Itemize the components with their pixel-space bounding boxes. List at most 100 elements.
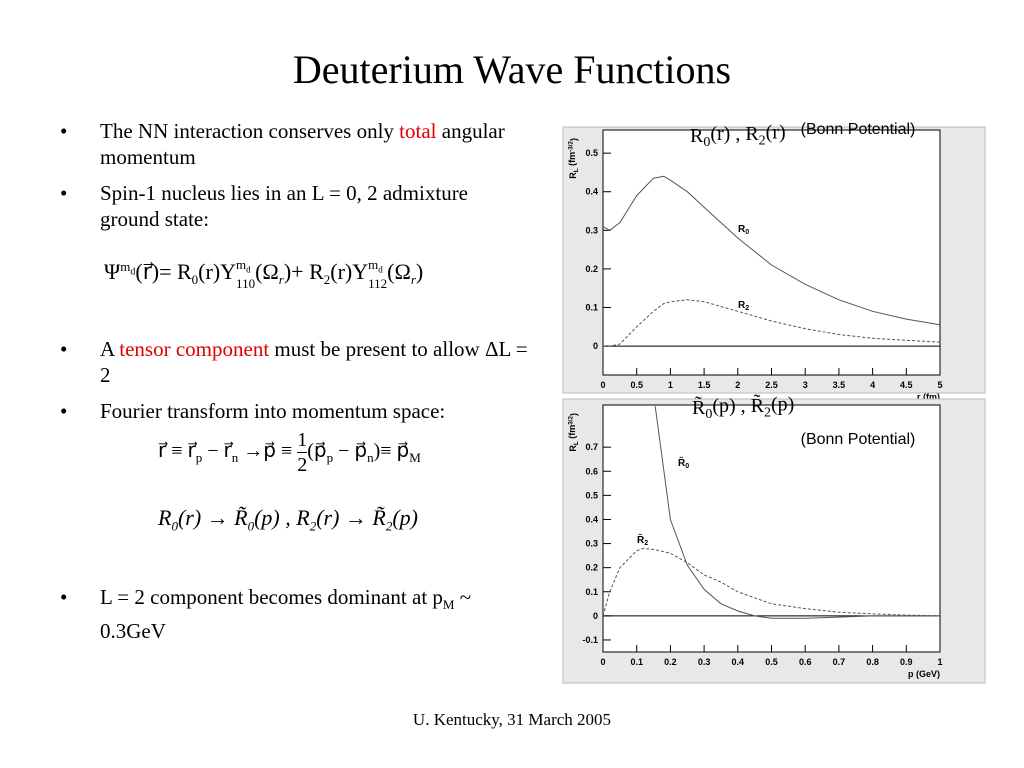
text-part: 0: [745, 229, 749, 236]
t: Y: [220, 258, 237, 284]
t: R: [158, 505, 172, 530]
series-line: [603, 547, 940, 617]
t: (p): [392, 505, 419, 530]
x-tick-label: 3: [803, 380, 808, 390]
text-part: R̃: [637, 533, 645, 546]
t: Ψ: [104, 258, 121, 284]
t: m: [236, 257, 247, 272]
t: M: [409, 450, 421, 466]
plot-area: [602, 404, 941, 653]
y-axis-label: RL (fm-3/2): [567, 138, 580, 179]
y-tick-label: 0: [593, 341, 598, 351]
text: A: [100, 337, 120, 361]
t: ): [344, 258, 353, 284]
text-part: L: [573, 168, 580, 172]
chart-title: R0(r) , R2(r): [690, 121, 786, 150]
x-tick-label: 1: [668, 380, 673, 390]
plot-area: [602, 129, 941, 376]
text-part: 0: [705, 407, 712, 422]
t: (p) , R: [254, 505, 310, 530]
text-part: R: [690, 125, 704, 147]
text-part: ): [568, 413, 578, 416]
y-tick-label: 0.3: [585, 225, 598, 235]
text-part: (r) , R: [710, 123, 759, 145]
y-tick-label: 0.1: [585, 302, 598, 312]
x-tick-label: 1: [937, 657, 942, 667]
y-tick-label: 0.7: [585, 442, 598, 452]
slide-title: Deuterium Wave Functions: [292, 47, 732, 92]
text-part: R̃: [692, 395, 706, 419]
t: Ω: [262, 258, 279, 284]
y-tick-label: 0.5: [585, 148, 598, 158]
t: r⃗ ≡ r⃗: [158, 440, 196, 463]
text-part: 3/2: [568, 416, 575, 425]
x-axis-label: r (fm): [917, 392, 940, 402]
t: (r) → R̃: [316, 505, 386, 530]
y-tick-label: 0.2: [585, 563, 598, 573]
x-tick-label: 0.2: [664, 657, 677, 667]
t: d: [378, 264, 383, 275]
text-part: (fm: [567, 152, 577, 169]
x-tick-label: 2.5: [765, 380, 778, 390]
equation: r⃗ ≡ r⃗p − r⃗n →p⃗ ≡ 1 2 (p⃗p − p⃗n)≡ p⃗M: [158, 428, 421, 477]
t: →p⃗ ≡: [238, 440, 298, 463]
y-tick-label: -0.1: [582, 635, 598, 645]
t: R: [176, 258, 192, 284]
text-part: -3/2: [568, 141, 575, 152]
t: r: [205, 258, 213, 284]
t: (p⃗: [307, 440, 327, 463]
text-part: 0: [685, 463, 689, 470]
text: must be present to allow ΔL = 2: [100, 337, 528, 387]
y-tick-label: 0.2: [585, 264, 598, 274]
t: +: [291, 258, 304, 284]
text-part: (p): [771, 393, 794, 415]
series-label: R0: [738, 224, 749, 236]
t: 2: [309, 518, 317, 534]
x-tick-label: 2: [735, 380, 740, 390]
series-line: [654, 406, 940, 619]
x-tick-label: 0.4: [732, 657, 745, 667]
bullet: • A tensor component must be present to a…: [60, 337, 528, 387]
series-line: [603, 175, 940, 326]
y-tick-label: 0.1: [585, 587, 598, 597]
y-axis-label: RL (fm3/2): [567, 413, 580, 452]
t: (: [255, 258, 263, 284]
t: md 112: [368, 258, 387, 290]
text-part: 2: [759, 133, 766, 148]
text-part: (r): [766, 121, 786, 143]
bullet: • Spin-1 nucleus lies in an L = 0, 2 admi…: [60, 180, 480, 232]
t: d: [130, 266, 136, 278]
t: 110: [236, 275, 256, 291]
t: ): [151, 258, 160, 284]
x-tick-label: 0.5: [765, 657, 778, 667]
x-tick-label: 0.5: [630, 380, 643, 390]
t: 0: [171, 518, 178, 534]
x-tick-label: 4: [870, 380, 875, 390]
x-tick-label: 0.8: [866, 657, 879, 667]
t: − p⃗: [333, 440, 368, 463]
x-tick-label: 0.6: [799, 657, 812, 667]
t: =: [159, 258, 172, 284]
y-tick-label: 0.6: [585, 466, 598, 476]
text-part: 2: [764, 405, 771, 420]
t: d: [246, 264, 251, 275]
x-tick-label: 5: [937, 380, 942, 390]
chart: 0 0.5 1 1.5 2 2.5 3 3.5 4 4.5 5 0 0.1 0.2 0.3 0.4 0.5 r (…: [562, 121, 986, 402]
t: p: [195, 450, 203, 466]
t: (: [330, 258, 338, 284]
text-part: R: [568, 172, 578, 179]
t: Ω: [394, 258, 411, 284]
t: )≡ p⃗: [373, 440, 410, 463]
x-tick-label: 0: [600, 657, 605, 667]
text-part: 2: [745, 305, 749, 312]
t: ): [212, 258, 221, 284]
annotation: (Bonn Potential): [801, 121, 916, 138]
text: Fourier transform into momentum space:: [100, 399, 446, 423]
t: 1: [297, 429, 308, 453]
t: md 110: [236, 258, 255, 290]
series-label: R2: [738, 300, 749, 312]
t: (: [387, 258, 395, 284]
t: R: [309, 258, 324, 284]
text: ~ 0.3GeV: [100, 585, 472, 644]
